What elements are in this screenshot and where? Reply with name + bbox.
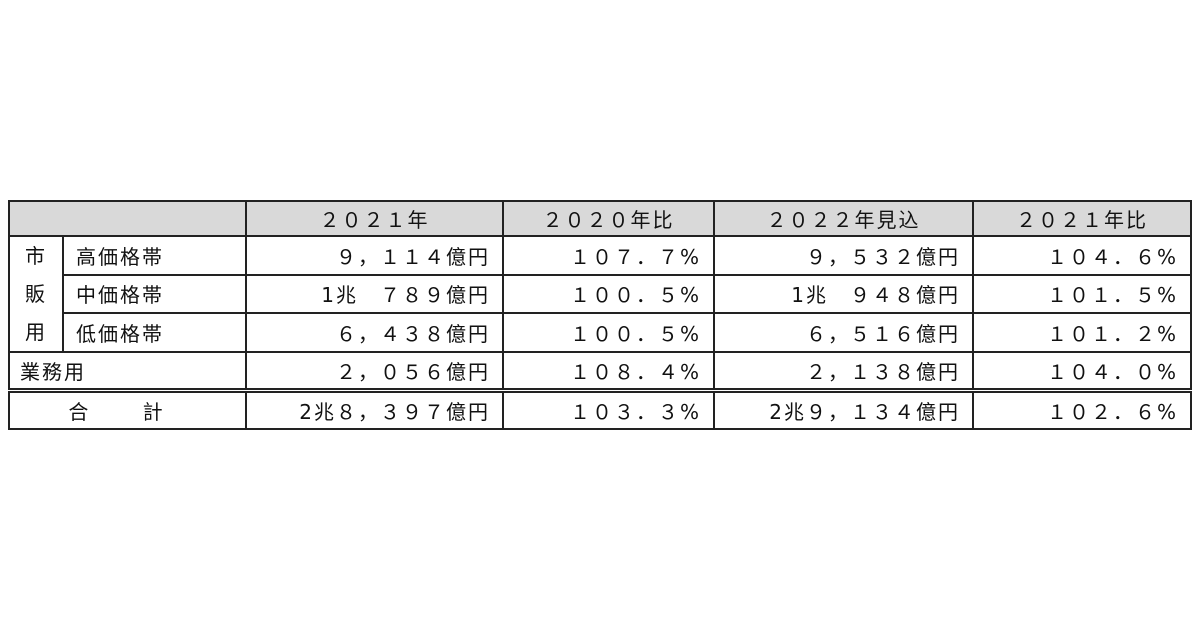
group-char: 市: [25, 244, 47, 268]
cell-yoy-2021: １０２．６%: [972, 388, 1192, 430]
cell-yoy-2021: １０４．０%: [972, 351, 1192, 392]
table-row: 市販用 高価格帯 ９，１１４億円 １０７．７% ９，５３２億円 １０４．６%: [8, 235, 1192, 353]
cell-yoy-2020: １００．５%: [502, 312, 715, 353]
cell-2022: 1兆 ９４８億円: [713, 273, 974, 315]
cell-yoy-2020: １０８．４%: [502, 351, 715, 392]
market-size-table: ２０２１年 ２０２０年比 ２０２２年見込 ２０２１年比 市販用 高価格帯 ９，１…: [8, 200, 1192, 430]
cell-yoy-2020: １０３．３%: [502, 388, 715, 430]
cell-yoy-2021: １０１．５%: [972, 273, 1192, 315]
cell-2022: ６，５１６億円: [713, 312, 974, 353]
header-row: ２０２１年 ２０２０年比 ２０２２年見込 ２０２１年比: [8, 200, 1192, 237]
row-label: 中価格帯: [62, 273, 247, 315]
table-row: 中価格帯 1兆 ７８９億円 １００．５% 1兆 ９４８億円 １０１．５%: [9, 273, 1192, 315]
cell-2021: ２，０５６億円: [245, 351, 504, 392]
cell-yoy-2021: １０１．２%: [972, 312, 1192, 353]
cell-2021: 2兆８，３９７億円: [245, 388, 504, 430]
cell-2021: 1兆 ７８９億円: [245, 273, 504, 315]
row-label: 高価格帯: [62, 235, 247, 276]
cell-2022: ２，１３８億円: [713, 351, 974, 392]
header-2022-forecast: ２０２２年見込: [713, 200, 974, 237]
cell-2022: 2兆９，１３４億円: [713, 388, 974, 430]
table-row: 業務用 ２，０５６億円 １０８．４% ２，１３８億円 １０４．０%: [8, 351, 1192, 392]
cell-yoy-2020: １０７．７%: [502, 235, 715, 276]
header-2021: ２０２１年: [245, 200, 504, 237]
row-label: 業務用: [8, 351, 247, 392]
header-yoy-2020: ２０２０年比: [502, 200, 715, 237]
header-yoy-2021: ２０２１年比: [972, 200, 1192, 237]
cell-yoy-2020: １００．５%: [502, 273, 715, 315]
row-label: 低価格帯: [62, 312, 247, 353]
cell-2021: ９，１１４億円: [245, 235, 504, 276]
cell-yoy-2021: １０４．６%: [972, 235, 1192, 276]
cell-2021: ６，４３８億円: [245, 312, 504, 353]
cell-2022: ９，５３２億円: [713, 235, 974, 276]
total-row: 合 計 2兆８，３９７億円 １０３．３% 2兆９，１３４億円 １０２．６%: [8, 388, 1192, 430]
header-empty: [8, 200, 247, 237]
group-char: 用: [25, 320, 47, 344]
table-row: 低価格帯 ６，４３８億円 １００．５% ６，５１６億円 １０１．２%: [9, 312, 1192, 353]
group-char: 販: [25, 282, 47, 306]
total-label: 合 計: [8, 388, 247, 430]
group-label-retail: 市販用: [8, 235, 64, 353]
